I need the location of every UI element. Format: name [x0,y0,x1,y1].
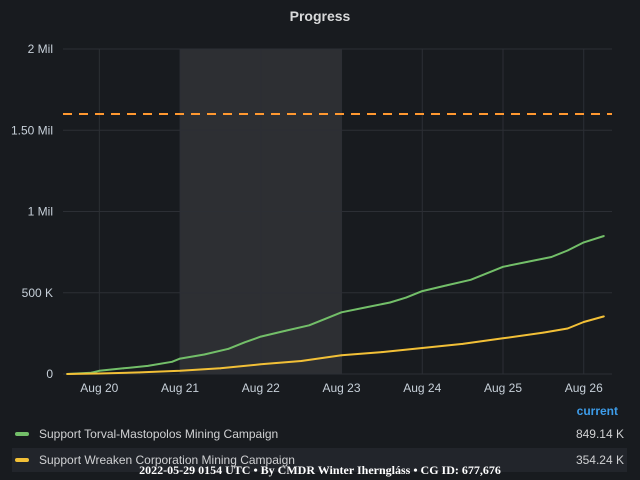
series-1-point [219,367,222,370]
legend-item-torval[interactable]: Support Torval-Mastopolos Mining Campaig… [12,422,627,446]
series-line-1 [66,315,605,375]
series-0-point [324,317,327,320]
x-tick-label: Aug 23 [323,381,361,395]
series-0-point [445,284,448,287]
x-tick-label: Aug 20 [80,381,118,395]
y-tick-label: 2 Mil [28,42,53,56]
series-1-point [603,315,605,318]
series-0-point [179,357,181,360]
series-0-point [526,260,529,263]
series-0-point [308,324,311,327]
series-0-point [550,256,553,258]
series-0-point [469,278,472,281]
series-0-point [98,369,101,372]
series-0-point [485,272,488,275]
series-0-point [146,364,149,367]
legend-sort-current[interactable]: current [576,404,618,418]
series-0-point [502,265,504,268]
series-0-point [603,235,605,237]
series-0-point [389,301,391,304]
series-1-point [502,337,504,340]
y-tick-label: 1.50 Mil [11,123,53,137]
series-1-point [66,373,68,375]
legend-series-name: Support Torval-Mastopolos Mining Campaig… [39,427,279,441]
series-line-0 [66,235,605,375]
y-tick-label: 1 Mil [28,205,53,219]
x-tick-label: Aug 22 [242,381,280,395]
series-0-point [227,347,230,350]
series-1-point [138,371,141,374]
line-chart[interactable]: 0 500 K 1 Mil 1.50 Mil 2 Mil Aug 20 Aug 21 Aug … [0,0,640,400]
x-tick-label: Aug 25 [484,381,522,395]
series-1-point [300,360,303,362]
legend-item-wreaken[interactable]: Support Wreaken Corporation Mining Campa… [12,448,627,472]
series-0-point [421,290,424,293]
series-1-point [340,354,343,357]
series-0-point [566,249,569,252]
series-0-point [364,306,367,309]
series-1-point [566,327,569,330]
series-1-point [461,343,464,345]
legend-current-value: 354.24 K [575,453,624,467]
footer-caption: 2022-05-29 0154 UTC • By CMDR Winter Ihe… [139,463,501,477]
panel-title: Progress [289,8,351,24]
series-0-point [203,353,206,356]
series-0-point [340,311,343,314]
series-0-point [405,296,408,299]
series-0-point [259,335,262,338]
series-0-point [243,341,246,344]
series-1-point [98,372,101,375]
series-0-point [284,330,286,332]
series-0-point [171,360,173,363]
x-tick-label: Aug 26 [565,381,603,395]
legend-current-value: 849.14 K [575,427,624,441]
series-1-point [582,321,585,323]
legend-swatch-green [15,432,29,436]
x-tick-label: Aug 21 [161,381,199,395]
legend-swatch-yellow [15,458,29,462]
series-1-point [421,347,424,349]
legend-series-name: Support Wreaken Corporation Mining Campa… [39,453,295,467]
x-tick-label: Aug 24 [403,381,441,395]
y-tick-label: 500 K [22,286,53,300]
series-1-point [179,369,181,372]
series-0-point [122,367,125,370]
series-1-point [542,331,545,334]
series-1-point [381,351,383,353]
series-1-point [259,363,262,366]
series-0-point [582,241,585,244]
y-tick-label: 0 [46,367,53,381]
